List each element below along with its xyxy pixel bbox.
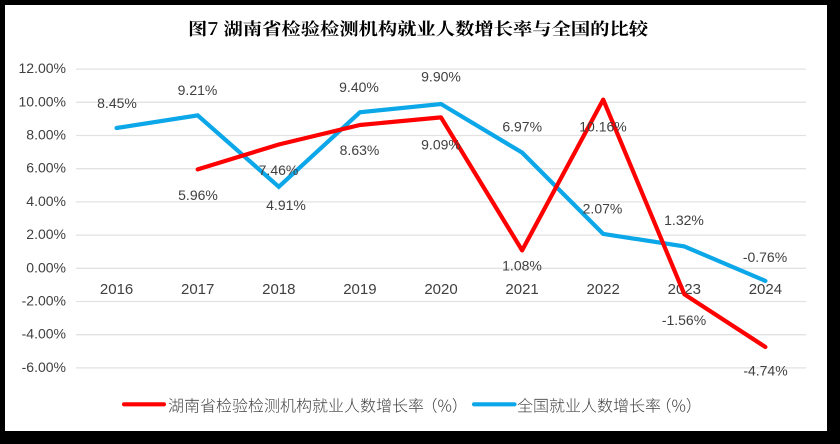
svg-text:10.16%: 10.16% [579, 119, 626, 135]
svg-text:2020: 2020 [424, 281, 457, 298]
svg-text:9.21%: 9.21% [178, 82, 218, 98]
svg-text:2017: 2017 [181, 281, 214, 298]
svg-text:8.45%: 8.45% [97, 95, 137, 111]
svg-text:-6.00%: -6.00% [22, 359, 66, 375]
svg-text:2018: 2018 [262, 281, 295, 298]
svg-text:2.07%: 2.07% [583, 201, 623, 217]
svg-text:2019: 2019 [343, 281, 376, 298]
svg-text:2022: 2022 [587, 281, 620, 298]
svg-text:12.00%: 12.00% [19, 60, 66, 76]
svg-text:4.91%: 4.91% [266, 197, 306, 213]
svg-text:0.00%: 0.00% [26, 259, 66, 275]
svg-text:7.46%: 7.46% [259, 162, 299, 178]
svg-text:1.08%: 1.08% [502, 258, 542, 274]
svg-text:5.96%: 5.96% [178, 187, 218, 203]
svg-text:10.00%: 10.00% [19, 93, 66, 109]
svg-text:8.00%: 8.00% [26, 127, 66, 143]
svg-text:6.00%: 6.00% [26, 160, 66, 176]
svg-text:4.00%: 4.00% [26, 193, 66, 209]
svg-text:2021: 2021 [505, 281, 538, 298]
svg-text:-1.56%: -1.56% [662, 312, 706, 328]
svg-text:1.32%: 1.32% [664, 212, 704, 228]
svg-text:2.00%: 2.00% [26, 226, 66, 242]
svg-text:2024: 2024 [749, 281, 782, 298]
svg-text:-0.76%: -0.76% [743, 249, 787, 265]
svg-text:2016: 2016 [100, 281, 133, 298]
svg-text:-4.00%: -4.00% [22, 326, 66, 342]
svg-text:-4.74%: -4.74% [743, 363, 787, 379]
svg-text:9.40%: 9.40% [339, 79, 379, 95]
svg-text:-2.00%: -2.00% [22, 293, 66, 309]
svg-text:8.63%: 8.63% [340, 142, 380, 158]
svg-text:6.97%: 6.97% [502, 119, 542, 135]
svg-text:9.09%: 9.09% [421, 137, 461, 153]
svg-text:9.90%: 9.90% [421, 69, 461, 85]
